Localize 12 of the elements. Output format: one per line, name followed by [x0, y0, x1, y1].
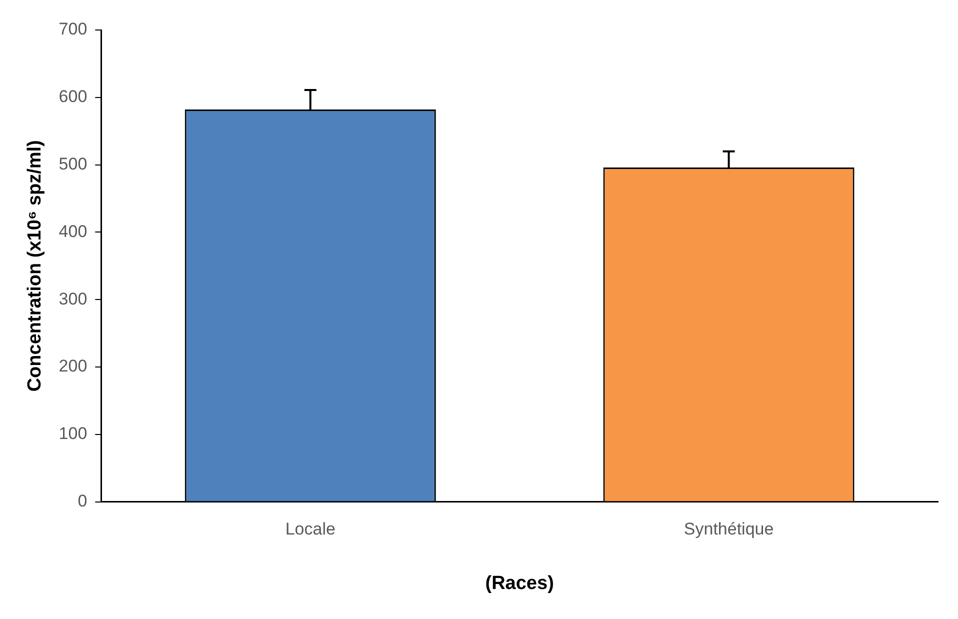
y-tick-label: 600 — [58, 87, 88, 106]
y-tick-label: 400 — [58, 222, 88, 241]
y-tick-label: 700 — [58, 20, 88, 39]
x-tick-label: Locale — [285, 520, 336, 539]
y-tick-label: 500 — [58, 154, 88, 174]
y-tick-label: 200 — [58, 356, 88, 376]
y-axis-title: Concentration (x10⁶ spz/ml) — [24, 140, 46, 392]
x-tick-label: Synthétique — [684, 520, 774, 539]
y-tick-label: 100 — [58, 424, 88, 444]
x-axis-title: (Races) — [485, 572, 554, 594]
y-tick-label: 300 — [58, 289, 88, 308]
y-tick-label: 0 — [78, 491, 88, 510]
